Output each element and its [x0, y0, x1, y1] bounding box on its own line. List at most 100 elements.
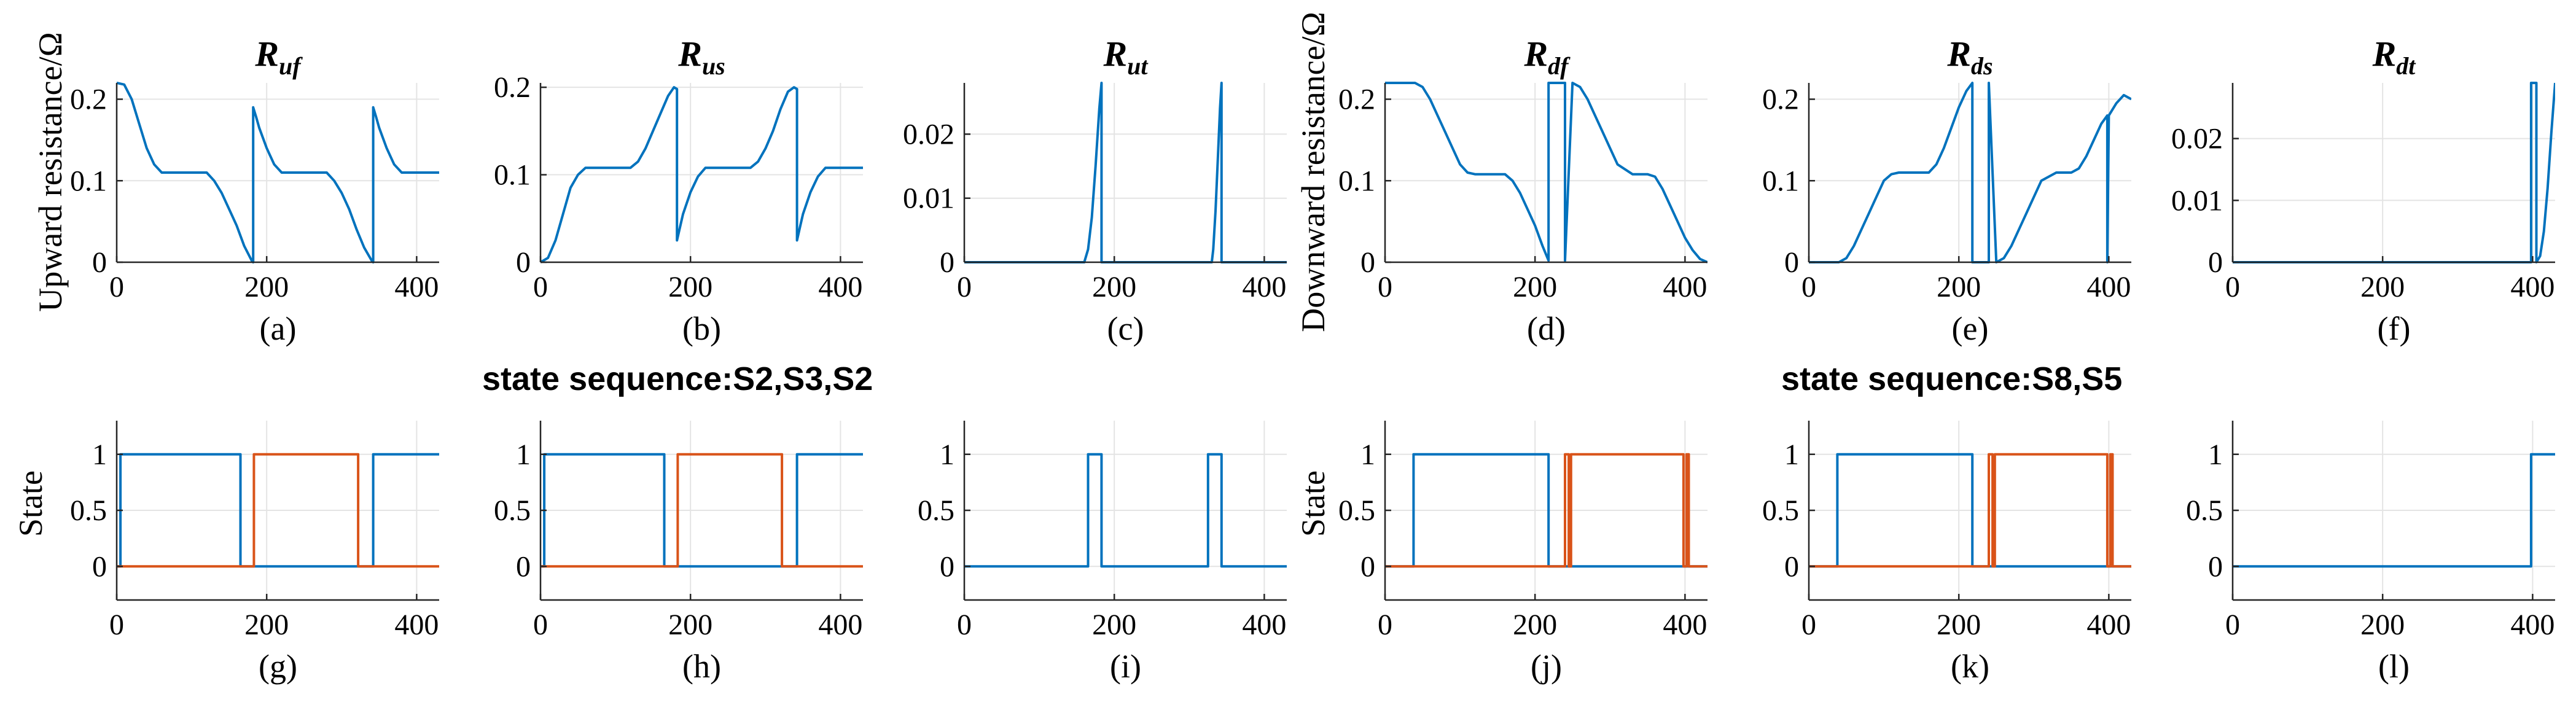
series-line-state-1 — [541, 453, 863, 568]
x-tick-label: 400 — [1242, 609, 1286, 641]
y-tick-label: 0.1 — [1338, 165, 1375, 197]
y-tick-label: 0.01 — [903, 182, 954, 215]
subplot-title: Rut — [1103, 34, 1149, 80]
title-main: R — [2372, 34, 2397, 74]
y-tick-label: 0 — [1784, 550, 1799, 583]
subplot-caption: (e) — [1952, 310, 1989, 347]
x-tick-label: 400 — [1663, 271, 1707, 303]
subplot-g: 0 200 400 0 0.5 1 (g) — [70, 421, 439, 685]
y-tick-label: 0 — [940, 550, 954, 583]
y-tick-label: 1 — [2208, 438, 2223, 471]
subplot-caption: (c) — [1107, 310, 1144, 347]
y-tick-label: 0.2 — [70, 84, 107, 116]
x-tick-label: 0 — [957, 271, 972, 303]
y-tick-label: 0.02 — [2171, 123, 2223, 155]
subplot-caption: (k) — [1951, 648, 1989, 685]
series-line-state-1 — [117, 453, 439, 568]
y-tick-label: 0.2 — [1762, 84, 1799, 116]
y-tick-label: 0.01 — [2171, 184, 2223, 217]
y-tick-label: 0.5 — [1762, 494, 1799, 527]
subplot-title: Rdt — [2372, 34, 2417, 80]
ylabel-downward-resistance: Downward resistance/Ω — [1295, 12, 1332, 332]
x-tick-label: 0 — [533, 271, 548, 303]
plot-area — [1809, 83, 2131, 262]
subplot-a: 0 200 400 0 0.1 0.2 Ruf (a) — [70, 34, 439, 347]
y-tick-label: 0.1 — [1762, 165, 1799, 197]
x-tick-label: 0 — [2225, 271, 2240, 303]
y-tick-label: 0.2 — [1338, 84, 1375, 116]
x-tick-label: 200 — [1092, 609, 1136, 641]
x-tick-label: 200 — [668, 609, 712, 641]
subplot-i: 0 200 400 0 0.5 1 (i) — [918, 421, 1287, 685]
title-subscript: df — [1548, 52, 1571, 80]
x-tick-label: 0 — [1801, 271, 1816, 303]
x-tick-label: 400 — [2510, 271, 2555, 303]
y-tick-label: 0 — [1360, 550, 1375, 583]
x-tick-label: 200 — [668, 271, 712, 303]
x-tick-label: 400 — [1663, 609, 1707, 641]
series-line-state-2 — [541, 453, 863, 568]
subplot-caption: (g) — [259, 648, 297, 685]
y-tick-label: 0 — [92, 246, 107, 279]
subplot-b: 0 200 400 0 0.1 0.2 Rus (b) — [494, 34, 863, 347]
y-tick-label: 0 — [92, 550, 107, 583]
y-tick-label: 0.5 — [1338, 494, 1375, 527]
x-tick-label: 400 — [818, 271, 862, 303]
subplot-j: 0 200 400 0 0.5 1 (j) — [1338, 421, 1708, 685]
y-tick-label: 0.5 — [70, 494, 107, 527]
subplot-k: 0 200 400 0 0.5 1 (k) — [1762, 421, 2131, 685]
x-tick-label: 0 — [109, 609, 124, 641]
subplot-caption: (d) — [1527, 310, 1566, 347]
subplot-f: 0 200 400 0 0.01 0.02 Rdt (f) — [2171, 34, 2555, 347]
title-subscript: uf — [279, 52, 303, 80]
y-tick-label: 0.5 — [2186, 494, 2223, 527]
group-title-right: state sequence:S8,S5 — [1781, 360, 2122, 397]
subplot-h: 0 200 400 0 0.5 1 (h) — [494, 421, 863, 685]
x-tick-label: 400 — [2086, 609, 2131, 641]
x-tick-label: 200 — [244, 271, 289, 303]
y-tick-label: 0.5 — [494, 494, 531, 527]
ylabel-state-right: State — [1295, 470, 1332, 537]
x-tick-label: 400 — [394, 609, 439, 641]
y-tick-label: 0.5 — [918, 494, 954, 527]
subplot-caption: (h) — [682, 648, 721, 685]
y-tick-label: 0 — [1360, 246, 1375, 279]
x-tick-label: 400 — [818, 609, 862, 641]
subplot-c: 0 200 400 0 0.01 0.02 Rut (c) — [903, 34, 1287, 347]
ylabel-state-left: State — [12, 470, 49, 537]
subplot-caption: (b) — [682, 310, 721, 347]
title-subscript: dt — [2396, 52, 2416, 80]
x-tick-label: 0 — [533, 609, 548, 641]
x-tick-label: 200 — [1937, 609, 1981, 641]
x-tick-label: 200 — [1092, 271, 1136, 303]
y-tick-label: 1 — [1784, 438, 1799, 471]
series-line-state-2 — [1385, 453, 1708, 568]
y-tick-label: 0.2 — [494, 71, 531, 104]
series-line-state-1 — [964, 453, 1287, 568]
x-tick-label: 200 — [2360, 609, 2405, 641]
series-line-Rus — [541, 86, 863, 263]
y-tick-label: 0 — [516, 246, 531, 279]
subplot-l: 0 200 400 0 0.5 1 (l) — [2186, 421, 2555, 685]
y-tick-label: 1 — [92, 438, 107, 471]
subplot-title: Ruf — [254, 34, 303, 80]
x-tick-label: 0 — [1378, 609, 1392, 641]
subplot-e: 0 200 400 0 0.1 0.2 Rds (e) — [1762, 34, 2131, 347]
y-tick-label: 0 — [2208, 246, 2223, 279]
y-tick-label: 0 — [1784, 246, 1799, 279]
x-tick-label: 0 — [957, 609, 972, 641]
y-tick-label: 0 — [516, 550, 531, 583]
series-line-state-2 — [1809, 453, 2131, 568]
x-tick-label: 400 — [1242, 271, 1286, 303]
x-tick-label: 400 — [2510, 609, 2555, 641]
y-tick-label: 1 — [940, 438, 954, 471]
subplot-grid: 0 200 400 0 0.1 0.2 Ruf (a) 0 200 400 0 0.1 0.2 Rus (b)… — [70, 34, 2555, 685]
y-tick-label: 0 — [2208, 550, 2223, 583]
title-subscript: ut — [1127, 52, 1149, 80]
x-tick-label: 200 — [1937, 271, 1981, 303]
series-line-Rdt — [2233, 82, 2555, 263]
plot-area — [2233, 83, 2555, 262]
y-tick-label: 0.1 — [494, 159, 531, 192]
x-tick-label: 200 — [244, 609, 289, 641]
